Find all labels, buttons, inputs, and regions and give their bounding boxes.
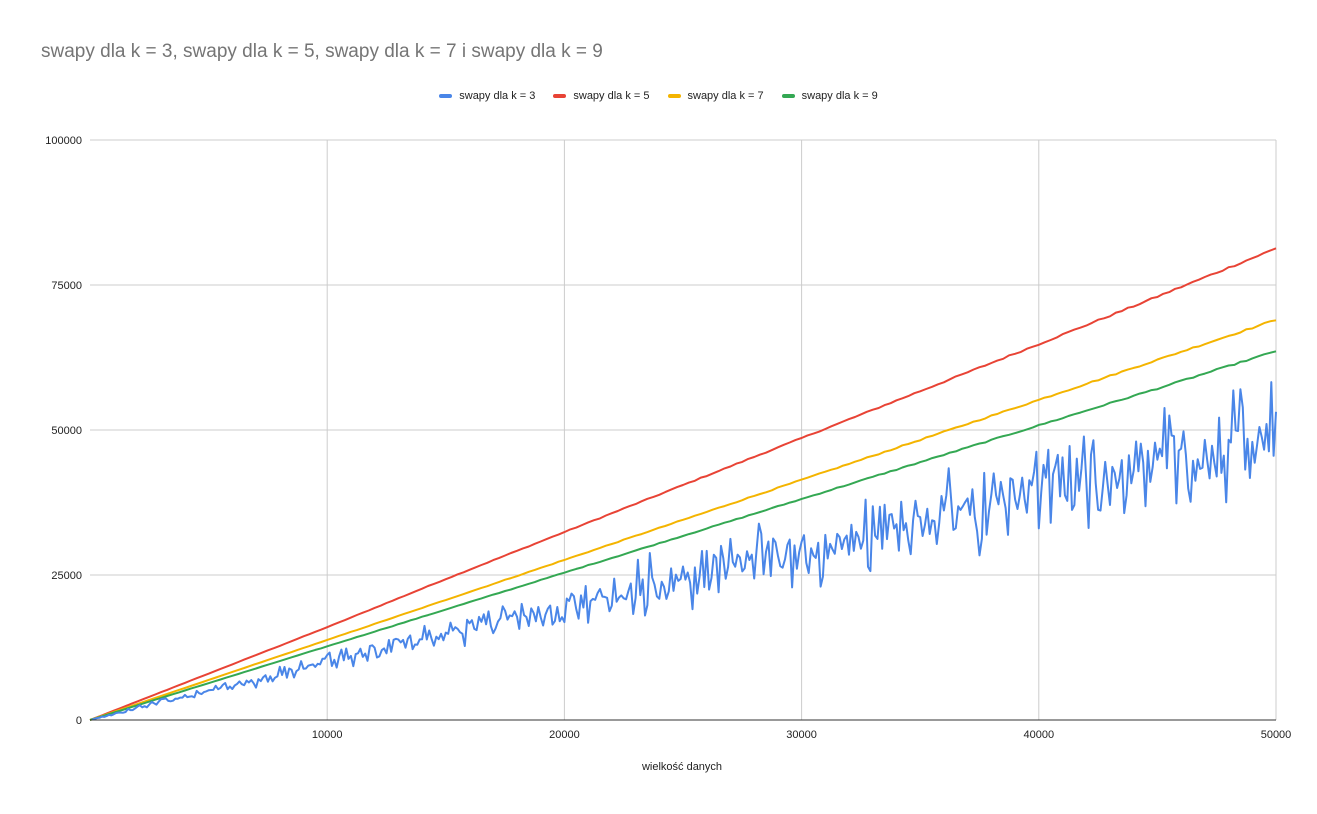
y-tick-label: 100000 bbox=[45, 135, 82, 147]
grid-layer bbox=[90, 139, 1277, 720]
legend: swapy dla k = 3 swapy dla k = 5 swapy dl… bbox=[0, 90, 1317, 102]
x-tick-label: 50000 bbox=[1261, 729, 1292, 741]
legend-item-k9[interactable]: swapy dla k = 9 bbox=[781, 90, 878, 102]
legend-label-k7: swapy dla k = 7 bbox=[687, 90, 764, 102]
y-tick-label: 25000 bbox=[51, 570, 82, 582]
y-tick-label: 50000 bbox=[51, 425, 82, 437]
x-axis-label: wielkość danych bbox=[641, 761, 722, 773]
series-line-swapy-dla-k--3 bbox=[92, 381, 1277, 721]
chart-title: swapy dla k = 3, swapy dla k = 5, swapy … bbox=[41, 41, 603, 62]
legend-label-k5: swapy dla k = 5 bbox=[573, 90, 650, 102]
x-tick-label: 40000 bbox=[1024, 729, 1055, 741]
x-tick-label: 10000 bbox=[312, 729, 343, 741]
y-tick-label: 0 bbox=[76, 715, 82, 727]
legend-swatch-k3 bbox=[439, 94, 453, 98]
series-layer bbox=[89, 247, 1277, 721]
y-tick-label: 75000 bbox=[51, 280, 82, 292]
series-line-swapy-dla-k--5 bbox=[89, 247, 1277, 721]
series-line-swapy-dla-k--9 bbox=[89, 350, 1277, 721]
legend-label-k3: swapy dla k = 3 bbox=[459, 90, 536, 102]
legend-label-k9: swapy dla k = 9 bbox=[801, 90, 878, 102]
legend-item-k3[interactable]: swapy dla k = 3 bbox=[439, 90, 535, 102]
legend-swatch-k9 bbox=[781, 94, 795, 98]
x-tick-label: 20000 bbox=[549, 729, 580, 741]
legend-item-k5[interactable]: swapy dla k = 5 bbox=[553, 90, 650, 102]
legend-swatch-k5 bbox=[553, 94, 567, 98]
axis-layer: 0 25000 50000 75000 100000 10000 20000 30000 400… bbox=[45, 135, 1291, 741]
legend-item-k7[interactable]: swapy dla k = 7 bbox=[667, 90, 764, 102]
x-tick-label: 30000 bbox=[786, 729, 817, 741]
series-line-swapy-dla-k--7 bbox=[89, 319, 1277, 721]
legend-swatch-k7 bbox=[667, 94, 681, 98]
